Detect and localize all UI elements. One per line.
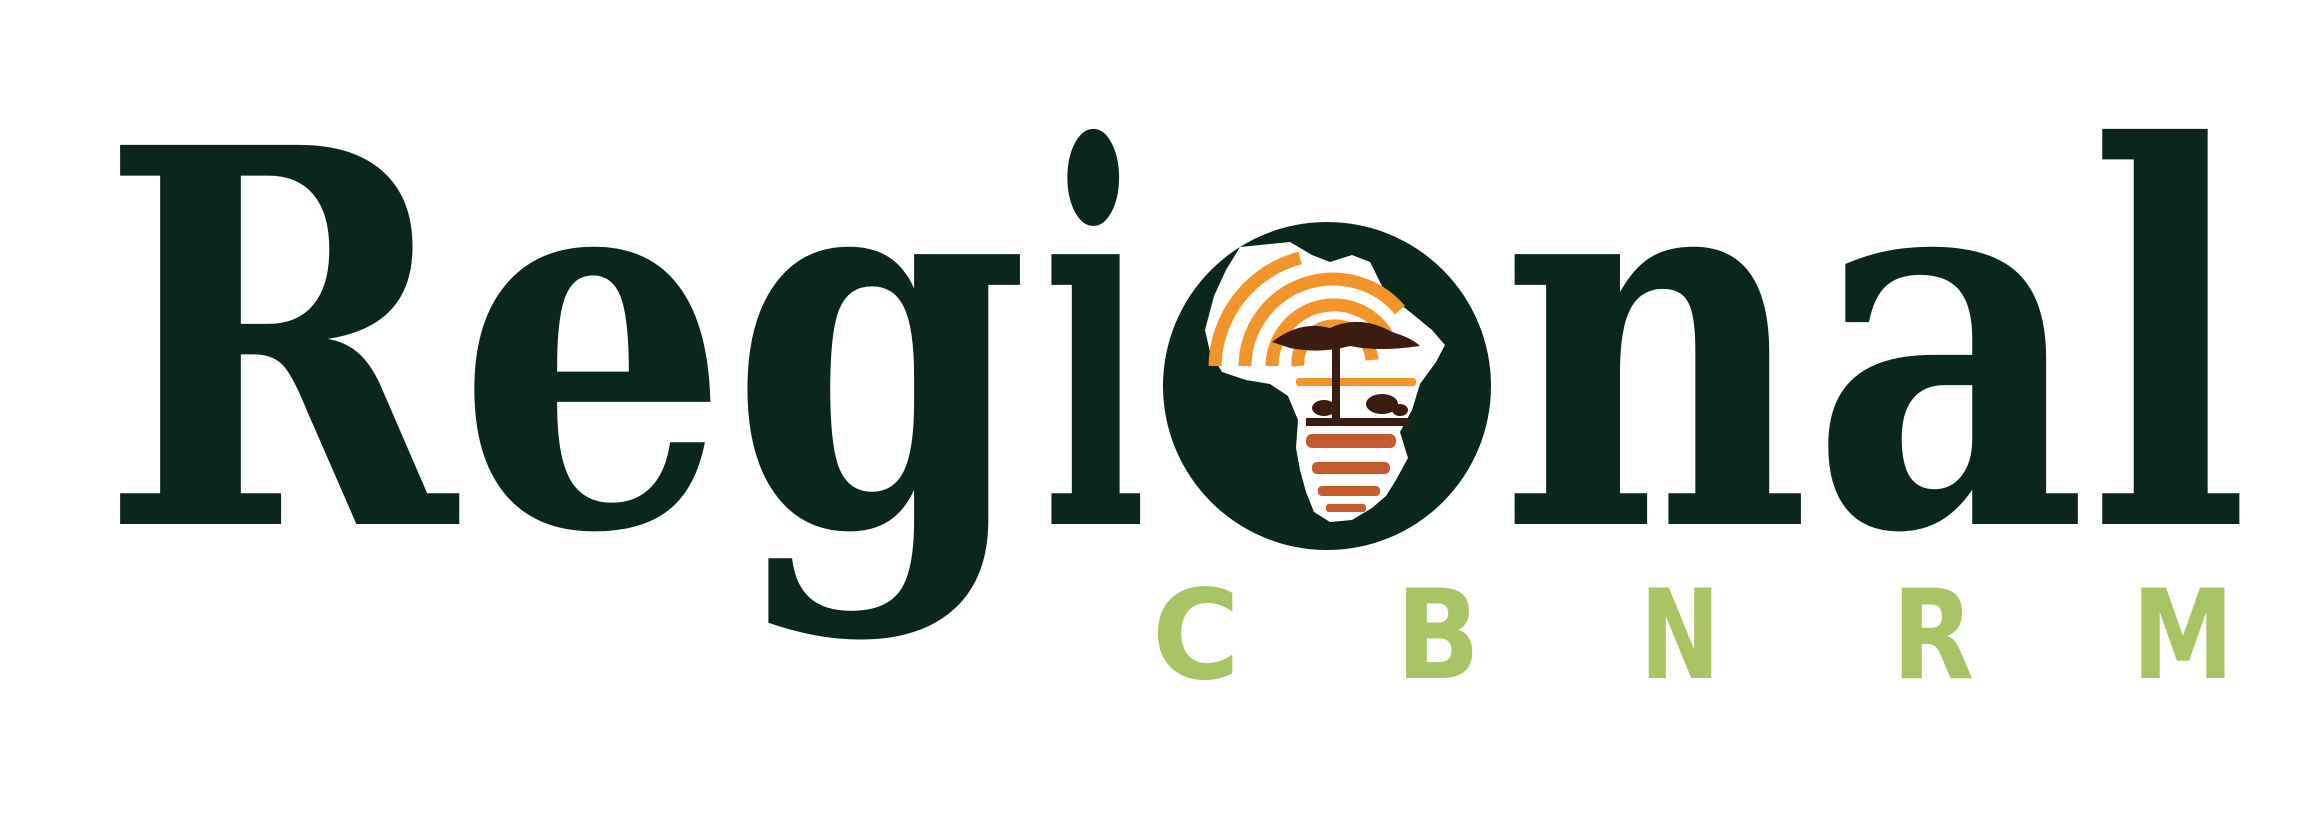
sub-letter-n: N xyxy=(1640,564,1720,708)
wordmark-nal: nal xyxy=(1500,36,2250,647)
africa-emblem-icon xyxy=(1163,222,1491,550)
sub-letter-c: C xyxy=(1152,564,1240,708)
sub-letter-b: B xyxy=(1396,564,1480,708)
wordmark-i: i xyxy=(1042,36,1147,647)
sub-letter-m: M xyxy=(2132,564,2234,708)
sub-letter-r: R xyxy=(1892,564,1974,708)
wordmark-reg: Reg xyxy=(100,36,1030,647)
